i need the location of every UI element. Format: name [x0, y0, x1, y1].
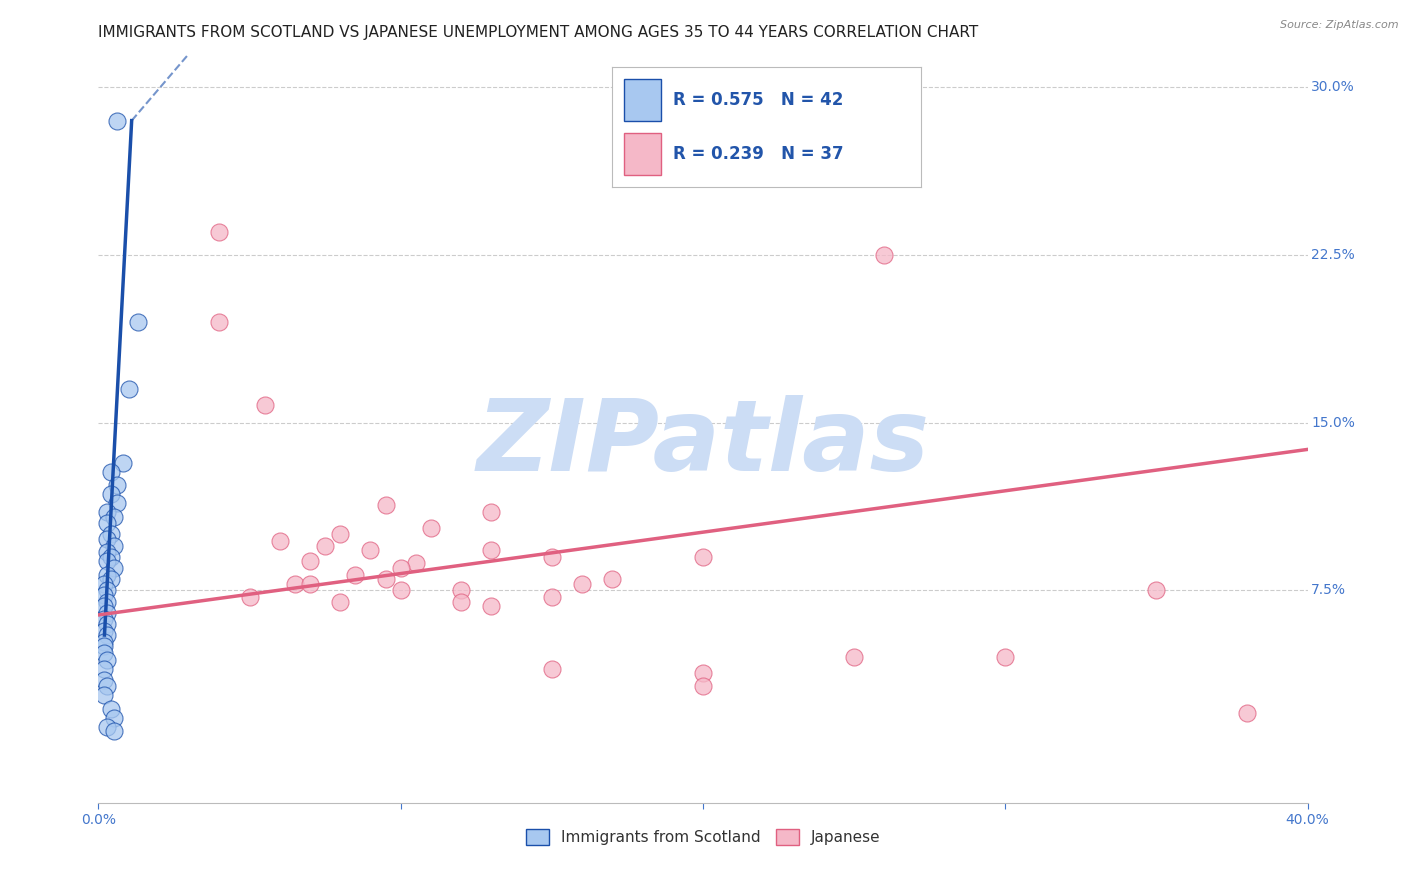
Point: [96, 532, 118, 546]
Point: [96, 554, 118, 568]
Point: [118, 382, 141, 396]
Point: [93, 612, 115, 626]
Text: R = 0.239   N = 37: R = 0.239 N = 37: [673, 145, 844, 163]
Point: [93, 662, 115, 676]
Point: [405, 557, 427, 571]
Point: [540, 549, 562, 564]
Point: [103, 561, 125, 575]
Point: [100, 702, 122, 716]
Point: [93, 576, 115, 591]
Text: 7.5%: 7.5%: [1312, 583, 1346, 598]
Point: [100, 487, 122, 501]
Point: [100, 527, 122, 541]
Point: [692, 666, 714, 681]
Point: [329, 527, 352, 541]
Point: [602, 572, 624, 586]
Point: [571, 576, 593, 591]
Point: [844, 650, 866, 665]
Text: 22.5%: 22.5%: [1312, 248, 1355, 262]
FancyBboxPatch shape: [624, 79, 661, 121]
Text: Source: ZipAtlas.com: Source: ZipAtlas.com: [1281, 20, 1399, 29]
Point: [96, 680, 118, 694]
Point: [208, 226, 231, 240]
Point: [994, 650, 1017, 665]
Point: [96, 720, 118, 734]
Point: [374, 572, 396, 586]
Point: [96, 616, 118, 631]
Point: [96, 505, 118, 519]
Point: [299, 554, 322, 568]
Point: [374, 499, 396, 513]
Point: [450, 583, 472, 598]
Point: [239, 590, 262, 604]
Point: [100, 572, 122, 586]
Point: [93, 689, 115, 703]
Point: [93, 673, 115, 687]
Point: [105, 113, 128, 128]
Point: [481, 543, 503, 558]
Point: [692, 680, 714, 694]
Point: [481, 599, 503, 613]
Point: [96, 653, 118, 667]
Point: [93, 599, 115, 613]
Point: [93, 646, 115, 660]
Point: [111, 456, 134, 470]
Text: 15.0%: 15.0%: [1312, 416, 1355, 430]
Point: [329, 594, 352, 608]
Point: [103, 724, 125, 739]
Point: [692, 549, 714, 564]
Point: [540, 590, 562, 604]
Point: [105, 478, 128, 492]
Point: [103, 539, 125, 553]
Point: [93, 639, 115, 653]
Point: [1236, 706, 1258, 721]
Point: [103, 711, 125, 725]
Point: [208, 315, 231, 329]
Point: [873, 248, 896, 262]
Point: [96, 545, 118, 559]
Point: [96, 516, 118, 531]
Point: [103, 509, 125, 524]
Point: [420, 521, 443, 535]
Point: [96, 628, 118, 642]
Point: [253, 398, 276, 412]
FancyBboxPatch shape: [624, 133, 661, 175]
Point: [481, 505, 503, 519]
Point: [96, 606, 118, 620]
Text: IMMIGRANTS FROM SCOTLAND VS JAPANESE UNEMPLOYMENT AMONG AGES 35 TO 44 YEARS CORR: IMMIGRANTS FROM SCOTLAND VS JAPANESE UNE…: [98, 25, 979, 40]
Point: [93, 624, 115, 638]
Point: [127, 315, 149, 329]
Point: [96, 567, 118, 582]
Point: [105, 496, 128, 510]
Point: [93, 634, 115, 648]
Text: ZIPatlas: ZIPatlas: [477, 394, 929, 491]
Point: [540, 662, 562, 676]
Point: [100, 465, 122, 479]
Point: [269, 534, 291, 549]
Point: [284, 576, 307, 591]
Point: [96, 594, 118, 608]
Point: [100, 549, 122, 564]
Point: [344, 567, 367, 582]
Point: [93, 588, 115, 602]
Legend: Immigrants from Scotland, Japanese: Immigrants from Scotland, Japanese: [519, 823, 887, 851]
Point: [96, 583, 118, 598]
Point: [1144, 583, 1167, 598]
Point: [299, 576, 322, 591]
Text: R = 0.575   N = 42: R = 0.575 N = 42: [673, 91, 844, 109]
Point: [389, 583, 412, 598]
Point: [450, 594, 472, 608]
Text: 30.0%: 30.0%: [1312, 80, 1355, 94]
Point: [389, 561, 412, 575]
Point: [314, 539, 336, 553]
Point: [360, 543, 382, 558]
